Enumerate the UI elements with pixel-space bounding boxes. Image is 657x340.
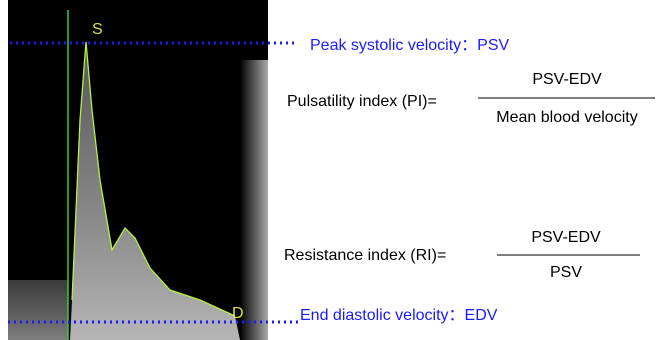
ri-denominator: PSV [550, 264, 582, 281]
peak-marker: S [92, 21, 103, 38]
page: S D Peak systolic velocity：PSV End diast… [0, 0, 657, 340]
pi-label: Pulsatility index (PI)= [287, 93, 437, 110]
pi-numerator: PSV-EDV [532, 71, 602, 88]
ri-numerator: PSV-EDV [531, 229, 601, 246]
ri-label: Resistance index (RI)= [284, 247, 446, 264]
next-beat [240, 60, 268, 340]
baseline-noise [8, 280, 68, 340]
end-marker: D [232, 305, 244, 322]
diagram: S D Peak systolic velocity：PSV End diast… [0, 0, 657, 340]
edv-label: End diastolic velocity：EDV [300, 307, 498, 324]
psv-label: Peak systolic velocity：PSV [310, 37, 510, 54]
pi-denominator: Mean blood velocity [496, 109, 637, 126]
